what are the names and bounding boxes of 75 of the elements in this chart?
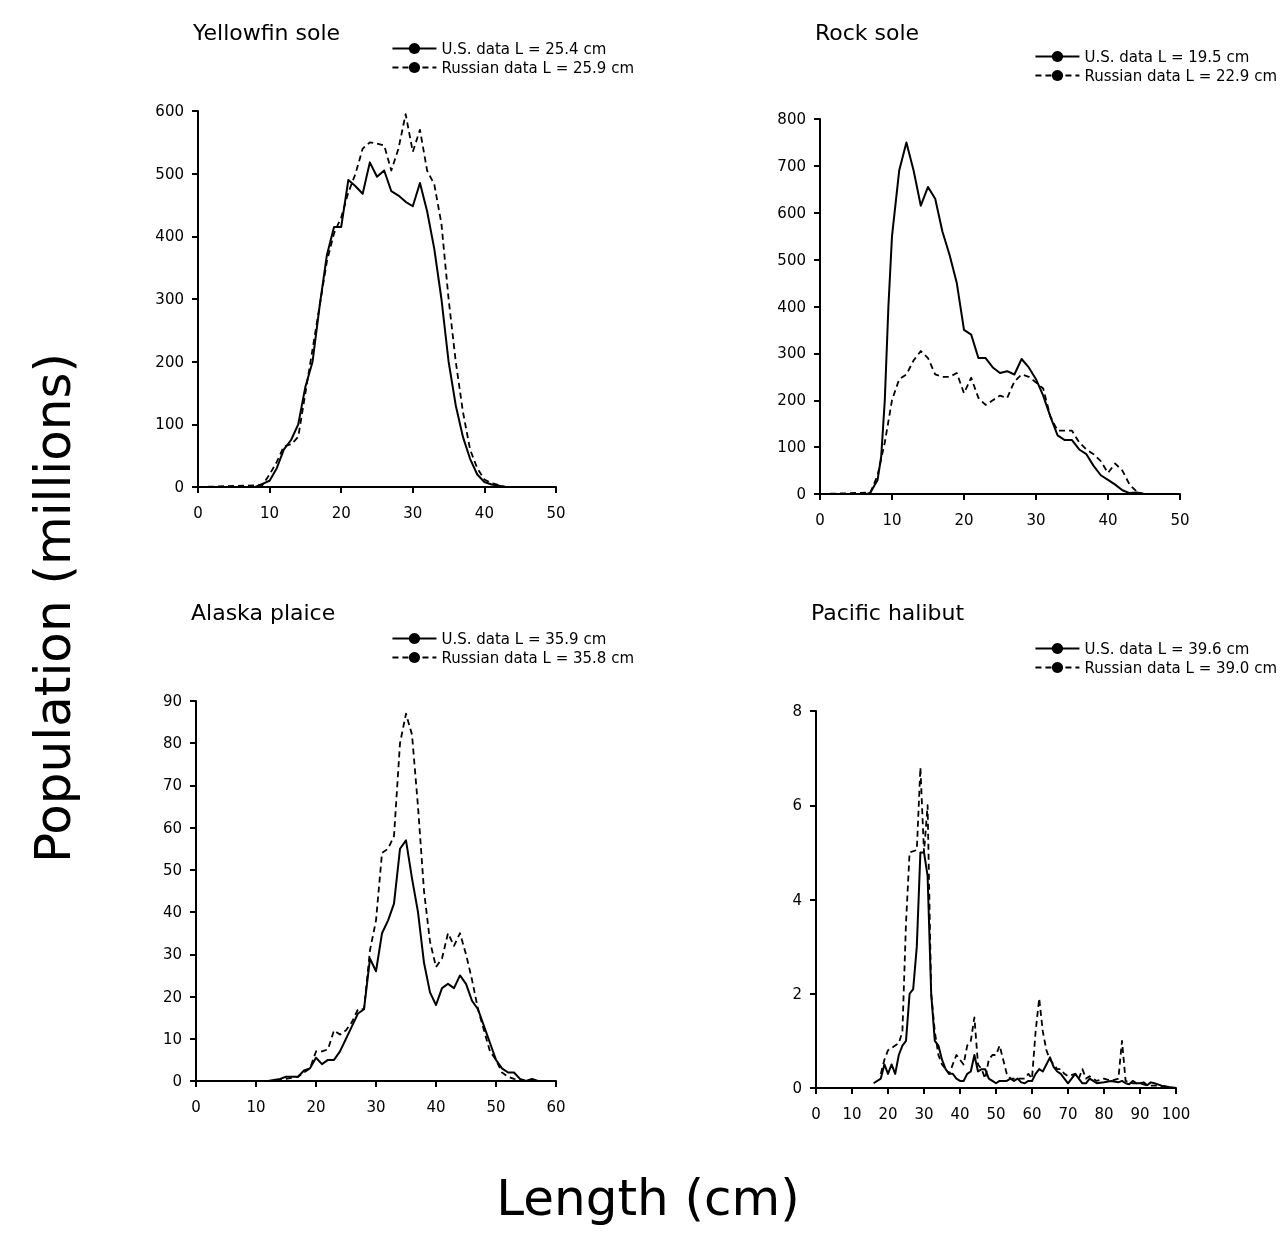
y-tick-label: 500 (777, 250, 806, 269)
y-tick-label: 0 (796, 485, 806, 503)
x-tick-label: 40 (474, 503, 494, 522)
x-tick-label: 80 (1094, 1104, 1114, 1123)
x-tick-label: 100 (1161, 1104, 1191, 1123)
y-tick-label: 400 (777, 297, 806, 316)
y-tick-label: 20 (162, 987, 182, 1006)
x-tick-label: 10 (246, 1097, 266, 1116)
x-tick-label: 0 (191, 1097, 201, 1116)
y-axis-title: Population (millions) (24, 352, 82, 864)
y-tick-label: 100 (155, 415, 184, 434)
x-tick-label: 50 (546, 503, 566, 522)
x-tick-label: 50 (986, 1104, 1006, 1123)
x-tick-label: 60 (546, 1097, 566, 1116)
x-tick-label: 20 (878, 1104, 898, 1123)
x-tick-label: 40 (1098, 510, 1118, 529)
legend-label: U.S. data L = 19.5 cm (1084, 47, 1250, 66)
y-tick-label: 6 (792, 796, 802, 815)
y-tick-label: 800 (777, 110, 806, 128)
x-tick-label: 90 (1130, 1104, 1150, 1123)
y-tick-label: 300 (777, 344, 806, 363)
x-tick-label: 50 (486, 1097, 506, 1116)
x-tick-label: 30 (914, 1104, 934, 1123)
x-tick-label: 70 (1058, 1104, 1078, 1123)
x-tick-label: 0 (815, 510, 825, 529)
y-tick-label: 4 (792, 890, 802, 909)
chart-title: Alaska plaice (191, 599, 336, 625)
y-tick-label: 70 (162, 776, 182, 795)
x-tick-label: 0 (811, 1104, 821, 1123)
y-tick-label: 0 (174, 478, 184, 496)
y-tick-label: 50 (162, 860, 182, 879)
legend-label: U.S. data L = 35.9 cm (441, 629, 607, 648)
x-tick-label: 30 (403, 503, 423, 522)
x-axis-title: Length (cm) (496, 1169, 800, 1227)
chart-title: Pacific halibut (811, 599, 965, 625)
x-tick-label: 0 (193, 503, 203, 522)
x-tick-label: 10 (260, 503, 280, 522)
x-tick-label: 40 (426, 1097, 446, 1116)
x-tick-label: 20 (331, 503, 351, 522)
y-tick-label: 30 (162, 945, 182, 964)
legend-label: U.S. data L = 39.6 cm (1084, 639, 1250, 658)
y-tick-label: 600 (777, 203, 806, 222)
y-tick-label: 100 (777, 438, 806, 457)
legend-label: Russian data L = 35.8 cm (441, 648, 634, 667)
x-tick-label: 20 (306, 1097, 326, 1116)
legend-label: Russian data L = 39.0 cm (1084, 658, 1277, 677)
x-tick-label: 10 (842, 1104, 862, 1123)
y-tick-label: 90 (162, 692, 182, 710)
y-tick-label: 300 (155, 290, 184, 308)
y-tick-label: 40 (162, 903, 182, 922)
x-tick-label: 30 (1026, 510, 1046, 529)
legend-label: Russian data L = 22.9 cm (1084, 66, 1277, 85)
y-tick-label: 60 (162, 818, 182, 837)
y-tick-label: 700 (777, 156, 806, 175)
y-tick-label: 0 (792, 1079, 802, 1097)
legend-label: U.S. data L = 25.4 cm (441, 39, 607, 58)
y-tick-label: 600 (155, 102, 184, 120)
y-tick-label: 10 (162, 1029, 182, 1048)
x-tick-label: 10 (882, 510, 902, 529)
y-tick-label: 2 (792, 984, 802, 1003)
chart-title: Yellowfin sole (192, 19, 341, 45)
y-tick-label: 200 (777, 391, 806, 410)
y-tick-label: 200 (155, 352, 184, 371)
x-tick-label: 60 (1022, 1104, 1042, 1123)
x-tick-label: 40 (950, 1104, 970, 1123)
y-tick-label: 8 (792, 702, 802, 720)
x-tick-label: 20 (954, 510, 974, 529)
y-tick-label: 500 (155, 164, 184, 183)
x-tick-label: 50 (1170, 510, 1190, 529)
legend-label: Russian data L = 25.9 cm (441, 58, 634, 77)
y-tick-label: 400 (155, 227, 184, 246)
y-tick-label: 80 (162, 734, 182, 753)
chart-title: Rock sole (815, 19, 920, 45)
x-tick-label: 30 (366, 1097, 386, 1116)
y-tick-label: 0 (172, 1072, 182, 1090)
